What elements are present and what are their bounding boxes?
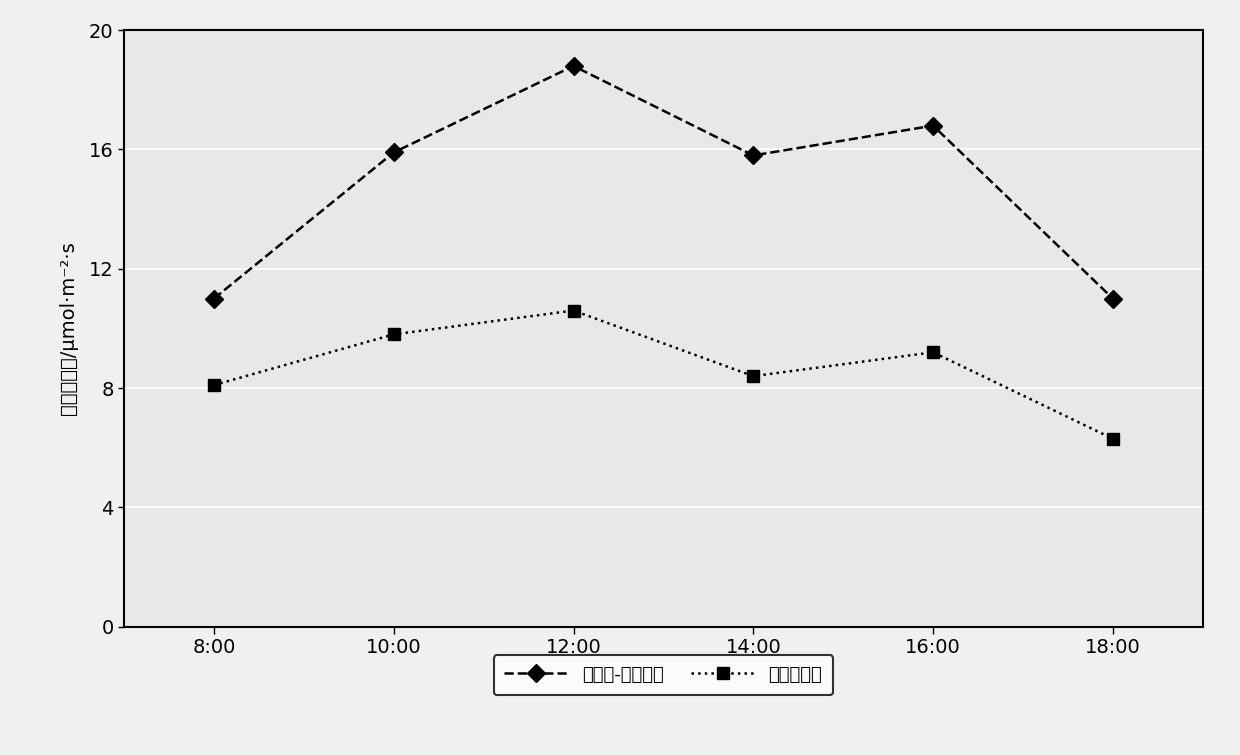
新树形-化学控梢 [746,151,761,160]
自然圆头形 [567,306,582,315]
自然圆头形 [387,330,402,339]
Line: 自然圆头形: 自然圆头形 [207,304,1120,445]
自然圆头形 [925,348,941,357]
自然圆头形 [746,371,761,381]
Y-axis label: 净光合速率/μmol·m⁻²·s: 净光合速率/μmol·m⁻²·s [58,242,78,415]
新树形-化学控梢 [1106,294,1121,304]
Legend: 新树形-化学控梢, 自然圆头形: 新树形-化学控梢, 自然圆头形 [494,655,833,695]
新树形-化学控梢 [925,121,941,130]
自然圆头形 [1106,434,1121,443]
新树形-化学控梢 [207,294,222,304]
自然圆头形 [207,381,222,390]
Line: 新树形-化学控梢: 新树形-化学控梢 [207,60,1120,305]
新树形-化学控梢 [567,61,582,70]
新树形-化学控梢 [387,148,402,157]
